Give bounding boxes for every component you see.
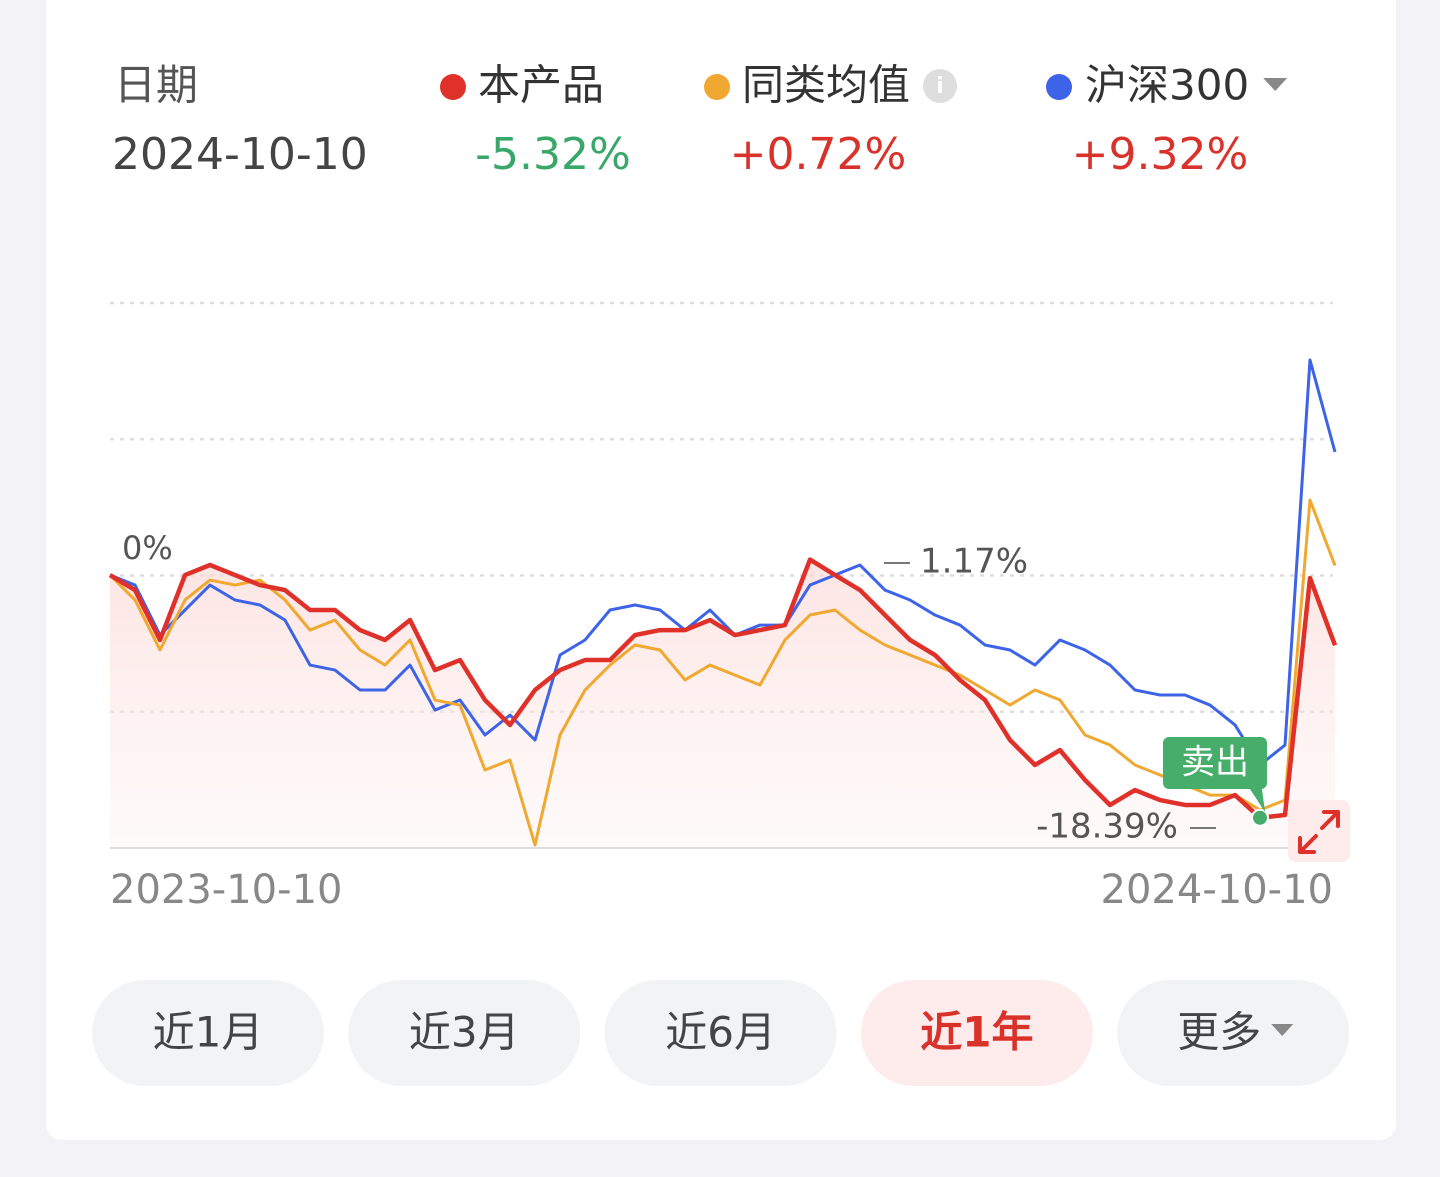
info-text: i — [936, 74, 944, 99]
dropdown-caret — [1271, 1024, 1294, 1036]
date: 2024-10-10 — [112, 129, 368, 180]
sell-pointer — [1250, 789, 1265, 812]
x-tick-label: 2023-10-10 — [110, 867, 342, 913]
button-bg — [604, 980, 837, 1086]
legend-value: +0.72% — [730, 129, 907, 180]
series-line — [108, 557, 1338, 821]
range-button[interactable]: 近3月 — [348, 980, 581, 1086]
button-bg — [860, 980, 1093, 1086]
series-line — [109, 358, 1337, 767]
legend: 本产品 -5.32% 同类均值 i +0.72% 沪深300 +9.32% — [440, 61, 1288, 180]
button-label: 近3月 — [409, 1008, 520, 1057]
info-icon[interactable] — [923, 69, 958, 103]
expand-icon — [1298, 810, 1340, 854]
button-label: 近6月 — [665, 1008, 776, 1057]
legend-dot — [1046, 74, 1072, 100]
button-bg — [348, 980, 581, 1086]
legend-label: 沪深300 — [1085, 61, 1249, 110]
legend-value: +9.32% — [1072, 129, 1249, 180]
sell-point — [1251, 808, 1269, 827]
sell-tooltip[interactable]: 卖出 — [1163, 737, 1267, 812]
legend-dot — [440, 74, 466, 100]
button-label: 近1月 — [153, 1008, 264, 1057]
button-label: 近1年 — [920, 1008, 1033, 1057]
legend-value: -5.32% — [475, 129, 631, 180]
x-tick-label: 2024-10-10 — [1101, 867, 1333, 913]
min-label: -18.39% — [1036, 807, 1178, 847]
legend-dot — [704, 74, 730, 100]
expand-button[interactable] — [1288, 800, 1350, 862]
card — [46, 0, 1396, 1140]
button-bg — [92, 980, 324, 1086]
date-title: 日期 — [114, 61, 198, 110]
start-label: 0% — [122, 529, 173, 567]
dropdown-caret[interactable] — [1263, 78, 1288, 91]
range-button[interactable]: 近1年 — [860, 980, 1093, 1086]
range-button[interactable]: 近1月 — [92, 980, 324, 1086]
range-button[interactable]: 近6月 — [604, 980, 837, 1086]
button-label: 更多 — [1177, 1008, 1261, 1057]
max-label: 1.17% — [920, 542, 1028, 582]
plot — [108, 358, 1338, 848]
range-buttons: 近1月 近3月 近6月 近1年 更多 — [92, 980, 1350, 1086]
range-button[interactable]: 更多 — [1117, 980, 1350, 1086]
legend-label: 同类均值 — [742, 61, 910, 110]
area — [110, 559, 1335, 848]
button-bg — [1117, 980, 1350, 1086]
legend-label: 本产品 — [478, 61, 604, 110]
expand-bg — [1288, 800, 1350, 862]
series-line — [108, 498, 1337, 847]
sell-badge — [1163, 737, 1267, 789]
sell-text: 卖出 — [1181, 743, 1249, 783]
